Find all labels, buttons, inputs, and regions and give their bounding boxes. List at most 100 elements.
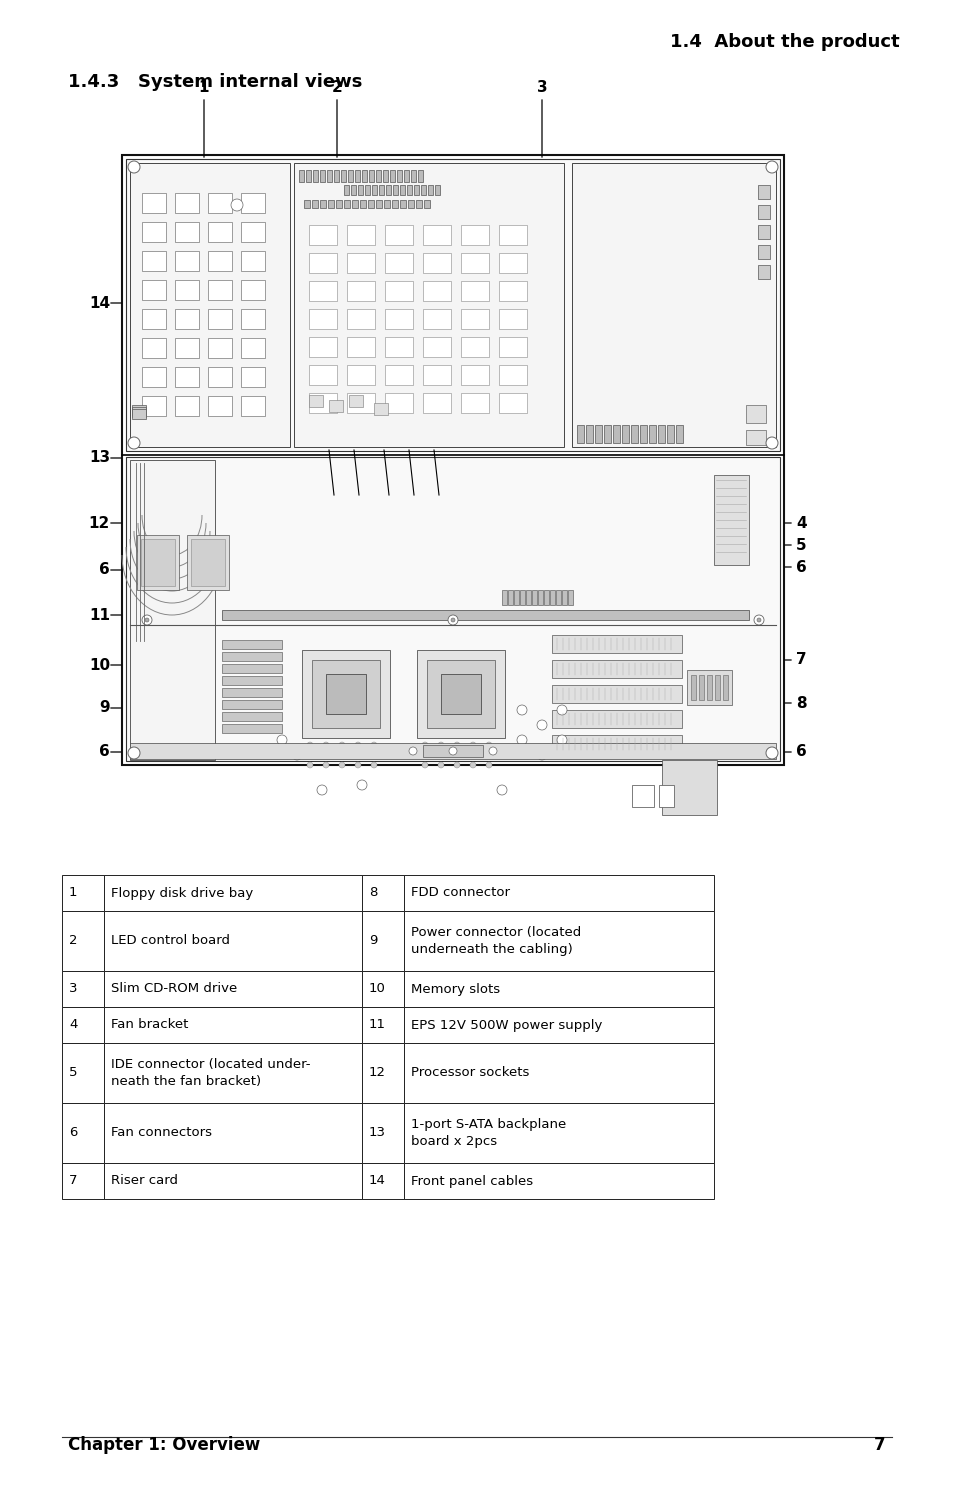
Bar: [241, 309, 265, 329]
Bar: [174, 368, 199, 387]
Bar: [349, 394, 363, 406]
Bar: [532, 590, 537, 605]
Bar: [222, 713, 282, 722]
Text: 13: 13: [369, 1126, 386, 1140]
Bar: [550, 590, 555, 605]
Circle shape: [537, 750, 546, 760]
Bar: [699, 675, 703, 701]
Bar: [361, 971, 403, 1007]
Bar: [396, 170, 401, 182]
Circle shape: [517, 705, 526, 716]
Bar: [427, 660, 495, 728]
Text: 5: 5: [69, 1067, 77, 1080]
Bar: [595, 424, 601, 444]
Bar: [174, 396, 199, 415]
Bar: [686, 669, 731, 705]
Circle shape: [765, 747, 778, 759]
Circle shape: [292, 750, 302, 760]
Bar: [368, 200, 374, 208]
Circle shape: [307, 751, 313, 757]
Bar: [329, 400, 343, 412]
Bar: [365, 185, 370, 196]
Circle shape: [454, 762, 459, 768]
Circle shape: [323, 743, 329, 748]
Bar: [440, 674, 480, 714]
Bar: [631, 784, 654, 807]
Bar: [351, 185, 355, 196]
Circle shape: [307, 762, 313, 768]
Bar: [222, 689, 282, 698]
Circle shape: [307, 743, 313, 748]
Circle shape: [371, 743, 376, 748]
Bar: [241, 338, 265, 359]
Bar: [352, 200, 357, 208]
Text: 14: 14: [369, 1174, 385, 1188]
Bar: [552, 660, 681, 678]
Text: 12: 12: [369, 1067, 386, 1080]
Bar: [357, 185, 363, 196]
Bar: [309, 394, 323, 406]
Bar: [369, 170, 374, 182]
Text: 4: 4: [795, 515, 806, 530]
Circle shape: [470, 762, 476, 768]
Bar: [758, 245, 769, 258]
Circle shape: [276, 735, 287, 746]
Bar: [498, 309, 526, 329]
Bar: [347, 309, 375, 329]
Circle shape: [421, 751, 428, 757]
Bar: [577, 424, 583, 444]
Bar: [411, 170, 416, 182]
Bar: [294, 163, 563, 447]
Bar: [375, 200, 381, 208]
Bar: [374, 403, 388, 415]
Bar: [208, 309, 232, 329]
Circle shape: [355, 762, 360, 768]
Circle shape: [409, 747, 416, 754]
Bar: [385, 365, 413, 385]
Text: 3: 3: [69, 983, 77, 995]
Bar: [62, 911, 104, 971]
Circle shape: [497, 784, 506, 795]
Text: 9: 9: [369, 935, 377, 947]
Bar: [460, 226, 489, 245]
Bar: [302, 650, 390, 738]
Text: 9: 9: [99, 701, 110, 716]
Bar: [422, 746, 482, 757]
Bar: [603, 424, 610, 444]
Bar: [104, 971, 361, 1007]
Bar: [460, 309, 489, 329]
Bar: [174, 251, 199, 270]
Circle shape: [485, 751, 492, 757]
Circle shape: [316, 784, 327, 795]
Bar: [132, 405, 146, 415]
Bar: [361, 911, 403, 971]
Bar: [347, 281, 375, 300]
Bar: [498, 281, 526, 300]
Bar: [104, 1043, 361, 1103]
Circle shape: [421, 743, 428, 748]
Circle shape: [338, 743, 345, 748]
Circle shape: [128, 747, 140, 759]
Circle shape: [142, 616, 152, 624]
Bar: [423, 200, 430, 208]
Bar: [142, 223, 166, 242]
Circle shape: [454, 743, 459, 748]
Text: Floppy disk drive bay: Floppy disk drive bay: [111, 886, 253, 899]
Bar: [659, 784, 673, 807]
Bar: [403, 170, 409, 182]
Bar: [312, 660, 379, 728]
Bar: [498, 365, 526, 385]
Bar: [382, 170, 388, 182]
Text: 4: 4: [69, 1019, 77, 1031]
Bar: [174, 279, 199, 300]
Circle shape: [448, 616, 457, 624]
Bar: [174, 338, 199, 359]
Bar: [561, 590, 566, 605]
Bar: [132, 409, 146, 418]
Bar: [241, 368, 265, 387]
Text: 3: 3: [537, 81, 547, 96]
Bar: [399, 185, 405, 196]
Bar: [309, 338, 336, 357]
Bar: [507, 590, 513, 605]
Text: 1.4.3   System internal views: 1.4.3 System internal views: [68, 73, 362, 91]
